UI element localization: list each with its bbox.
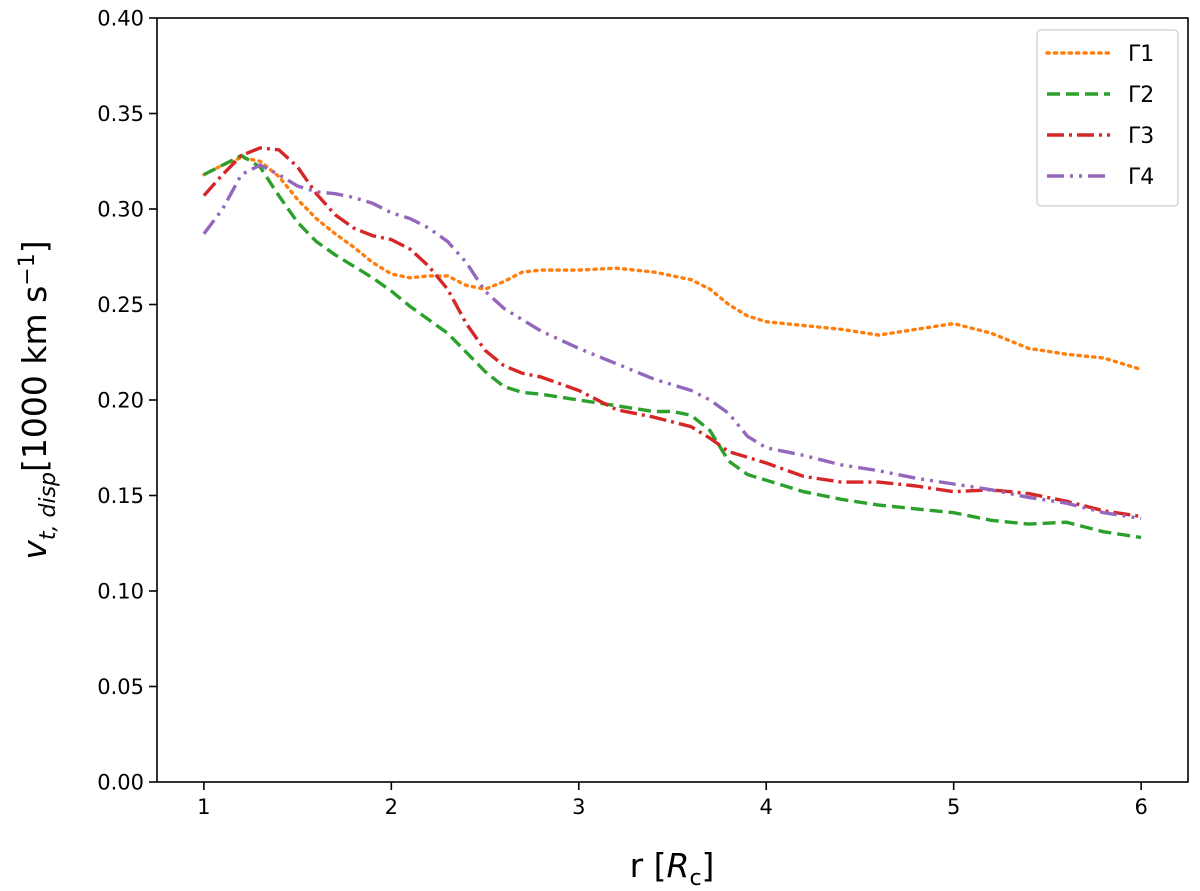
x-tick-label: 5 [947,795,960,819]
series-line-2 [203,153,1142,540]
y-axis: 0.00 0.05 0.10 0.15 0.20 0.25 0.30 0.35 0.40 [97,7,157,795]
x-tick-label: 2 [385,795,398,819]
x-tick-label: 6 [1134,795,1147,819]
x-tick-label: 4 [760,795,773,819]
legend-label-3: Γ3 [1128,124,1154,149]
legend-label-1: Γ1 [1128,42,1154,67]
y-tick-label: 0.15 [97,484,144,508]
y-tick-label: 0.00 [97,771,144,795]
y-tick-label: 0.40 [97,7,144,31]
y-tick-label: 0.05 [97,675,144,699]
plot-lines [202,146,1143,540]
y-axis-label: vt, disp[1000 km s−1] [15,240,61,559]
series-line-3 [202,146,1142,519]
series-line-1 [202,155,1143,372]
x-tick-label: 3 [572,795,585,819]
x-axis-label: r [Rc] [630,846,715,891]
x-axis: 1 2 3 4 5 6 [197,782,1148,819]
legend-box [1036,29,1179,207]
legend-label-4: Γ4 [1128,165,1154,190]
y-tick-label: 0.35 [97,102,144,126]
legend: Γ1 Γ2 Γ3 Γ4 [1036,29,1179,207]
y-tick-label: 0.30 [97,198,144,222]
plot-frame [156,17,1189,783]
legend-label-2: Γ2 [1128,83,1154,108]
y-tick-label: 0.20 [97,389,144,413]
y-tick-label: 0.10 [97,580,144,604]
y-tick-label: 0.25 [97,293,144,317]
series-line-4 [202,163,1142,521]
x-tick-label: 1 [197,795,210,819]
